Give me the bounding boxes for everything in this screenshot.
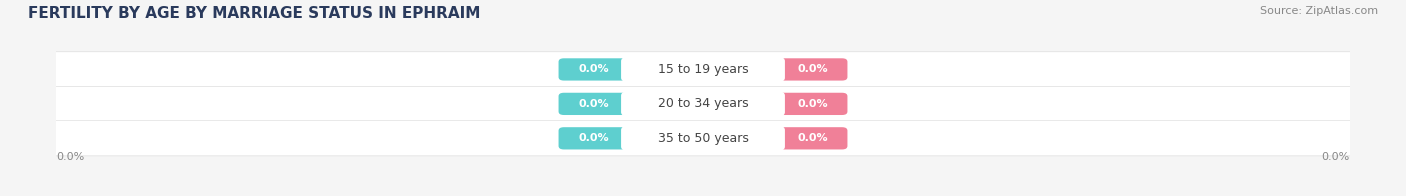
FancyBboxPatch shape — [558, 127, 628, 150]
Text: Source: ZipAtlas.com: Source: ZipAtlas.com — [1260, 6, 1378, 16]
Text: 0.0%: 0.0% — [797, 99, 828, 109]
FancyBboxPatch shape — [778, 127, 848, 150]
Text: 0.0%: 0.0% — [797, 133, 828, 143]
FancyBboxPatch shape — [48, 121, 1358, 156]
Text: 35 to 50 years: 35 to 50 years — [658, 132, 748, 145]
FancyBboxPatch shape — [48, 86, 1358, 122]
Text: 0.0%: 0.0% — [578, 99, 609, 109]
Text: 20 to 34 years: 20 to 34 years — [658, 97, 748, 110]
FancyBboxPatch shape — [48, 52, 1358, 87]
FancyBboxPatch shape — [621, 126, 785, 151]
FancyBboxPatch shape — [558, 93, 628, 115]
FancyBboxPatch shape — [558, 58, 628, 81]
FancyBboxPatch shape — [778, 58, 848, 81]
FancyBboxPatch shape — [621, 57, 785, 82]
Text: 0.0%: 0.0% — [578, 64, 609, 74]
Legend: Married, Unmarried: Married, Unmarried — [626, 195, 780, 196]
Text: FERTILITY BY AGE BY MARRIAGE STATUS IN EPHRAIM: FERTILITY BY AGE BY MARRIAGE STATUS IN E… — [28, 6, 481, 21]
Text: 0.0%: 0.0% — [56, 152, 84, 162]
Text: 0.0%: 0.0% — [1322, 152, 1350, 162]
FancyBboxPatch shape — [778, 93, 848, 115]
FancyBboxPatch shape — [621, 91, 785, 116]
Text: 0.0%: 0.0% — [578, 133, 609, 143]
Text: 0.0%: 0.0% — [797, 64, 828, 74]
Text: 15 to 19 years: 15 to 19 years — [658, 63, 748, 76]
